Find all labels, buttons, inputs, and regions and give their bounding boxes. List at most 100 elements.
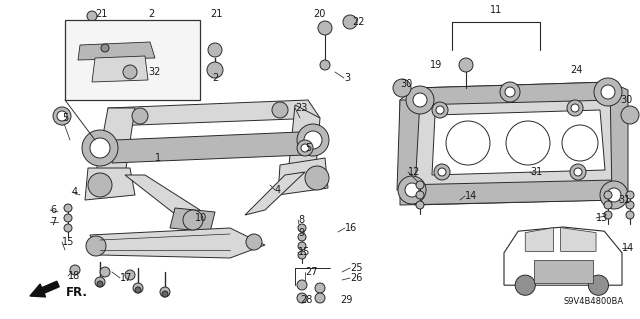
Polygon shape	[534, 260, 593, 283]
Polygon shape	[78, 42, 155, 60]
Text: 15: 15	[62, 237, 74, 247]
FancyArrow shape	[30, 281, 59, 297]
Polygon shape	[432, 110, 605, 175]
Circle shape	[604, 191, 612, 199]
Polygon shape	[92, 56, 148, 82]
Circle shape	[246, 234, 262, 250]
Text: 31: 31	[618, 195, 630, 205]
Circle shape	[160, 287, 170, 297]
Text: 6: 6	[50, 205, 56, 215]
Text: 24: 24	[570, 65, 582, 75]
Text: 4: 4	[275, 185, 281, 195]
Circle shape	[604, 201, 612, 209]
Text: 10: 10	[195, 213, 207, 223]
Circle shape	[301, 144, 309, 152]
Text: 5: 5	[62, 113, 68, 123]
Circle shape	[64, 224, 72, 232]
Circle shape	[53, 107, 71, 125]
Circle shape	[297, 280, 307, 290]
Polygon shape	[85, 168, 135, 200]
Text: 21: 21	[210, 9, 222, 19]
Bar	[65, 20, 200, 100]
Circle shape	[416, 191, 424, 199]
Polygon shape	[112, 132, 305, 163]
Circle shape	[297, 293, 307, 303]
Polygon shape	[561, 227, 596, 251]
Circle shape	[298, 233, 306, 241]
Text: 16: 16	[345, 223, 357, 233]
Polygon shape	[412, 82, 615, 105]
Text: 31: 31	[530, 167, 542, 177]
Polygon shape	[245, 172, 305, 215]
Polygon shape	[525, 227, 554, 251]
Circle shape	[90, 138, 110, 158]
Text: 22: 22	[352, 17, 365, 27]
Circle shape	[57, 111, 67, 121]
Circle shape	[305, 166, 329, 190]
Polygon shape	[170, 208, 215, 232]
Circle shape	[298, 224, 306, 232]
Circle shape	[101, 44, 109, 52]
Text: 14: 14	[465, 191, 477, 201]
Circle shape	[86, 236, 106, 256]
Text: 27: 27	[305, 267, 317, 277]
Circle shape	[416, 181, 424, 189]
Circle shape	[626, 201, 634, 209]
Text: 14: 14	[622, 243, 634, 253]
Circle shape	[432, 102, 448, 118]
Circle shape	[133, 283, 143, 293]
Circle shape	[298, 242, 306, 250]
Text: 26: 26	[350, 273, 362, 283]
Circle shape	[315, 283, 325, 293]
Circle shape	[64, 214, 72, 222]
Text: 11: 11	[490, 5, 502, 15]
Polygon shape	[288, 105, 320, 180]
Circle shape	[621, 106, 639, 124]
Circle shape	[459, 58, 473, 72]
Text: 9: 9	[298, 228, 304, 238]
Circle shape	[320, 60, 330, 70]
Circle shape	[304, 131, 322, 149]
Circle shape	[405, 183, 419, 197]
Text: 25: 25	[350, 263, 362, 273]
Text: 2: 2	[212, 73, 218, 83]
Circle shape	[446, 121, 490, 165]
Circle shape	[162, 291, 168, 297]
Polygon shape	[125, 175, 200, 218]
Circle shape	[393, 79, 411, 97]
Circle shape	[601, 85, 615, 99]
Circle shape	[64, 204, 72, 212]
Text: 1: 1	[155, 153, 161, 163]
Circle shape	[506, 121, 550, 165]
Circle shape	[123, 65, 137, 79]
Polygon shape	[397, 100, 420, 190]
Circle shape	[88, 173, 112, 197]
Circle shape	[82, 130, 118, 166]
Circle shape	[207, 62, 223, 78]
Circle shape	[298, 251, 306, 259]
Text: FR.: FR.	[66, 286, 88, 299]
Circle shape	[315, 293, 325, 303]
Text: 17: 17	[120, 273, 132, 283]
Circle shape	[87, 11, 97, 21]
Text: 2: 2	[148, 9, 154, 19]
Polygon shape	[400, 180, 620, 205]
Circle shape	[438, 168, 446, 176]
Circle shape	[515, 275, 535, 295]
Text: 30: 30	[620, 95, 632, 105]
Polygon shape	[108, 100, 320, 126]
Circle shape	[70, 265, 80, 275]
Text: 12: 12	[408, 167, 420, 177]
Text: 20: 20	[313, 9, 325, 19]
Circle shape	[604, 211, 612, 219]
Polygon shape	[95, 108, 135, 178]
Circle shape	[594, 78, 622, 106]
Polygon shape	[90, 228, 265, 258]
Circle shape	[434, 164, 450, 180]
Circle shape	[406, 86, 434, 114]
Text: 29: 29	[340, 295, 353, 305]
Circle shape	[95, 277, 105, 287]
Circle shape	[571, 104, 579, 112]
Circle shape	[607, 188, 621, 202]
Circle shape	[398, 176, 426, 204]
